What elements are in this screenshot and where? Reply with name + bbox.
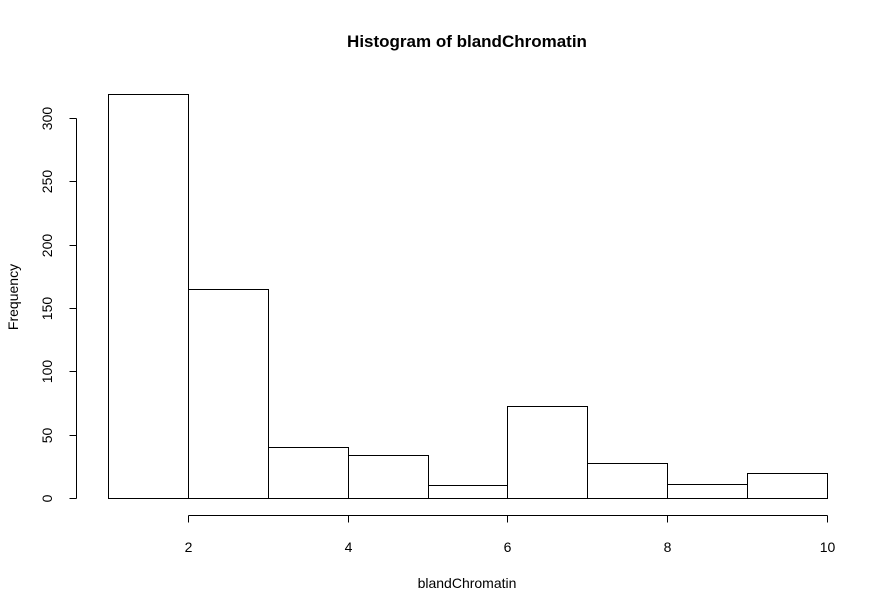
x-tick-label-10: 10 (820, 539, 836, 555)
y-tick-label-50: 50 (39, 428, 55, 444)
histogram-bar-1 (108, 94, 189, 499)
x-axis-label: blandChromatin (418, 575, 517, 591)
bars-group (108, 94, 828, 499)
histogram-bar-6 (507, 406, 588, 499)
y-tick-label-150: 150 (39, 297, 55, 321)
y-tick-label-300: 300 (39, 107, 55, 131)
histogram-bar-2 (188, 289, 269, 499)
x-axis: 2 4 6 8 10 (185, 515, 836, 555)
x-tick-label-4: 4 (345, 539, 353, 555)
y-axis: 0 50 100 150 200 250 300 (39, 107, 77, 502)
histogram-bar-3 (268, 447, 349, 499)
y-tick-label-200: 200 (39, 234, 55, 258)
x-tick-label-6: 6 (504, 539, 512, 555)
histogram-bar-9 (747, 473, 828, 499)
histogram-bar-8 (667, 484, 748, 499)
y-tick-label-0: 0 (39, 494, 55, 502)
x-tick-label-8: 8 (664, 539, 672, 555)
chart-title: Histogram of blandChromatin (347, 32, 587, 51)
y-tick-label-250: 250 (39, 170, 55, 194)
histogram-bar-5 (428, 485, 508, 499)
histogram-bar-4 (348, 455, 429, 499)
x-tick-label-2: 2 (185, 539, 193, 555)
y-tick-label-100: 100 (39, 360, 55, 384)
y-axis-label: Frequency (5, 264, 21, 330)
histogram-bar-7 (587, 463, 668, 499)
